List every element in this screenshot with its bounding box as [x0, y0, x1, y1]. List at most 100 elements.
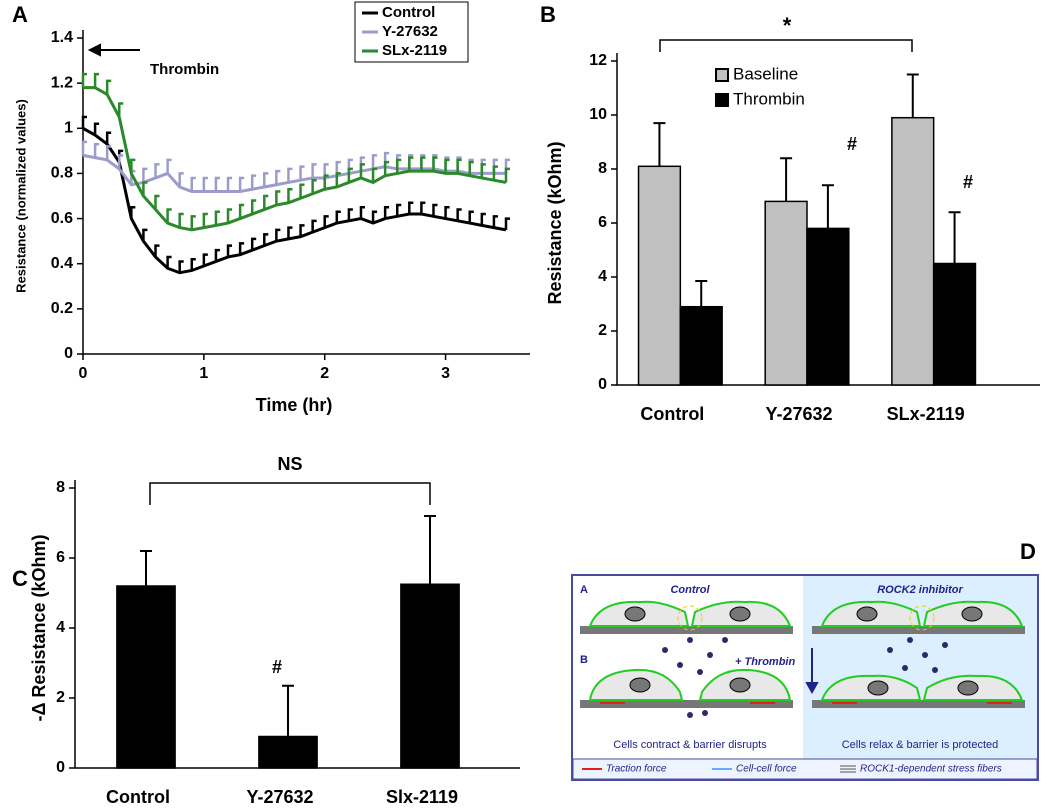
caption: Cells contract & barrier disrupts	[613, 739, 767, 751]
nucleus	[961, 606, 983, 622]
legend-label: Y-27632	[382, 23, 438, 40]
error-bar	[287, 226, 293, 239]
error-bar	[456, 158, 462, 174]
error-bar	[166, 158, 172, 174]
nucleus	[624, 606, 646, 622]
error-bar	[226, 176, 233, 192]
error-bar	[420, 156, 426, 172]
error-bar	[275, 169, 281, 185]
x-tick-label: 3	[441, 365, 450, 382]
error-bar	[250, 199, 257, 215]
y-tick-label: 6	[56, 549, 65, 566]
error-bar	[263, 172, 269, 187]
error-bar	[821, 184, 834, 229]
error-bar	[226, 208, 233, 224]
diagram: A B Control ROCK2 inhibitor + Thrombin C…	[571, 574, 1039, 781]
error-bar	[323, 163, 329, 178]
error-bar	[154, 163, 160, 178]
error-bar	[202, 253, 208, 266]
bar	[637, 165, 682, 386]
background	[803, 576, 1037, 759]
legend-text: Traction force	[606, 764, 667, 775]
error-bar	[468, 210, 474, 224]
caption: Cells relax & barrier is protected	[842, 739, 999, 751]
error-bar	[456, 208, 462, 221]
error-bar	[105, 145, 112, 160]
error-bar	[81, 115, 87, 129]
error-bar	[142, 167, 148, 183]
bar	[891, 116, 935, 386]
line	[82, 153, 506, 193]
y-tick-label: 6	[598, 214, 607, 231]
error-bar	[166, 208, 172, 224]
nucleus	[629, 677, 651, 693]
error-bar	[323, 174, 329, 190]
line	[82, 126, 507, 275]
legend-text: ROCK1-dependent stress fibers	[860, 764, 1002, 775]
error-bar	[238, 242, 245, 255]
y-tick-label: 12	[589, 52, 607, 69]
x-tick-label: 0	[79, 365, 88, 382]
error-bar	[371, 210, 378, 224]
y-tick-label: 4	[56, 619, 65, 636]
nucleus	[729, 606, 751, 622]
annotation: Thrombin	[150, 61, 219, 78]
x-tick-label: Control	[640, 404, 704, 424]
error-bar	[408, 201, 414, 215]
y-tick-label: 0.6	[51, 210, 73, 227]
error-bar	[504, 217, 510, 230]
error-bar	[323, 215, 329, 228]
line	[83, 86, 507, 232]
annotation: *	[783, 13, 792, 38]
junction	[909, 605, 935, 631]
y-tick-label: 0.8	[51, 165, 73, 182]
y-axis-label: -Δ Resistance (kOhm)	[29, 535, 49, 722]
error-bar	[371, 154, 378, 169]
x-tick-label: SLx-2119	[887, 404, 965, 424]
error-bar	[335, 210, 341, 224]
error-bar	[250, 174, 257, 190]
y-axis-label: Resistance (normalized values)	[13, 99, 28, 293]
error-bar	[492, 165, 498, 181]
error-bar	[93, 142, 100, 158]
legend-swatch	[715, 68, 729, 82]
y-axis-label: Resistance (kOhm)	[545, 141, 565, 304]
column-title: ROCK2 inhibitor	[877, 584, 963, 596]
error-bar	[105, 79, 112, 95]
error-bar	[948, 211, 961, 264]
y-tick-label: 8	[56, 479, 65, 496]
bar	[679, 305, 723, 386]
error-bar	[140, 550, 152, 586]
thrombin-dots	[662, 637, 948, 718]
y-tick-label: 0	[598, 376, 607, 393]
junction	[677, 605, 703, 631]
y-tick-label: 1.2	[51, 74, 73, 91]
legend-strip	[572, 758, 1038, 780]
bar	[116, 585, 176, 769]
y-tick-label: 0	[56, 759, 65, 776]
nucleus	[856, 606, 878, 622]
error-bar	[311, 178, 317, 194]
error-bar	[432, 203, 438, 217]
error-bar	[504, 167, 510, 183]
row-label: B	[580, 654, 588, 666]
error-bar	[263, 194, 269, 210]
annotation: #	[272, 657, 282, 677]
error-bar	[238, 176, 245, 192]
error-bar	[282, 684, 294, 737]
error-bar	[347, 167, 353, 183]
error-bar	[81, 140, 87, 156]
panel-letter: D	[1020, 539, 1036, 564]
error-bar	[118, 154, 124, 169]
error-bar	[492, 215, 498, 228]
error-bar	[190, 257, 196, 271]
arrow	[805, 648, 819, 695]
error-bar	[190, 176, 196, 192]
error-bar	[226, 244, 233, 257]
error-bar	[81, 72, 87, 88]
x-tick-label: Y-27632	[765, 404, 832, 424]
arrow	[87, 43, 140, 57]
panel-letter: A	[12, 2, 28, 27]
error-bar	[906, 73, 919, 118]
legend-symbol	[840, 765, 856, 773]
